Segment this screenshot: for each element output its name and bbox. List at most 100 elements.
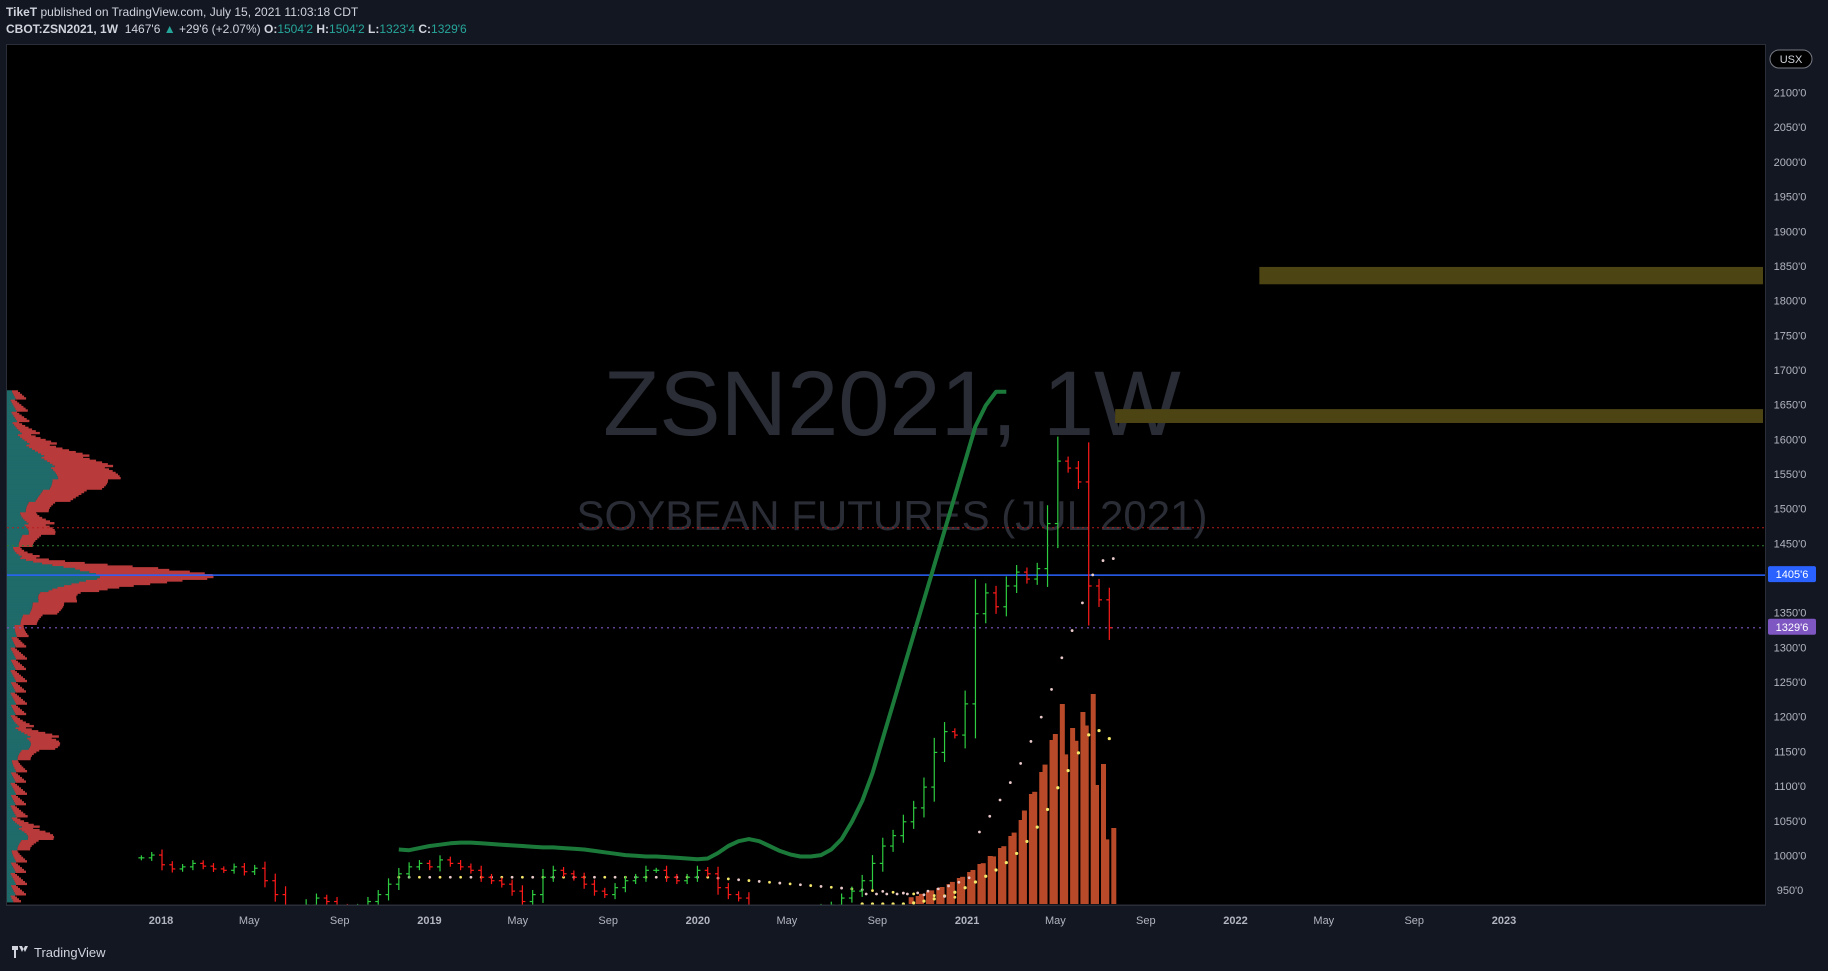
profile-bar-down [11,874,18,877]
profile-bar-up [7,783,12,787]
ohlc-bar [467,863,474,874]
ohlc-bar [138,855,145,861]
profile-bar-up [7,433,18,437]
profile-bar-down [15,645,27,648]
profile-bar-down [16,633,28,636]
profile-bar-up [7,742,31,745]
profile-bar-down [10,804,16,808]
profile-bar-up [7,575,100,579]
price-label-box [1768,566,1816,583]
ohlc-bar [601,887,608,898]
profile-bar-up [7,726,16,730]
profile-bar-down [80,568,170,572]
profile-bar-down [34,449,70,452]
profile-bar-up [7,619,22,622]
ema-path [398,389,1007,862]
profile-bar-down [51,483,106,487]
ohlc-bar [200,860,207,870]
profile-bar-up [7,896,12,899]
profile-bar-down [14,653,24,657]
footer-brand[interactable]: TradingView [34,945,106,960]
time-tick-label: May [1313,915,1334,927]
ohlc-bar [148,851,155,861]
currency-badge[interactable]: USX [1769,49,1813,69]
profile-bar-down [11,683,18,686]
price-chart[interactable]: ZSN2021, 1W SOYBEAN FUTURES (JUL 2021) [7,45,1765,905]
profile-bar-down [11,704,17,707]
profile-bar-down [54,470,113,473]
volume-ma-dot [953,890,957,894]
profile-bar-down [17,419,30,423]
ma-dot [922,893,926,897]
profile-bar-down [28,835,55,839]
profile-bar-up [7,541,20,544]
profile-bar-down [24,830,46,834]
profile-bar-down [50,485,105,489]
profile-bar-down [11,659,17,662]
profile-bar-down [15,768,26,771]
ma-dot [881,890,885,893]
ohlc-bar [612,883,619,900]
profile-bar-down [27,837,54,841]
price-tick-label: 1150'0 [1774,746,1806,758]
profile-bar-up [7,589,49,593]
profile-bar-down [29,745,58,749]
profile-bar-down [28,530,56,534]
profile-bar-up [7,704,12,707]
profile-bar-down [14,778,25,782]
profile-bar-down [31,447,63,450]
price-tick-label: 1250'0 [1774,677,1807,689]
profile-bar-up [7,787,14,790]
symbol-label[interactable]: CBOT:ZSN2021, 1W [6,22,119,36]
watermark: ZSN2021, 1W SOYBEAN FUTURES (JUL 2021) [577,353,1208,539]
profile-bar-up [7,395,15,398]
time-axis[interactable]: 2018 May Sep 2019 May Sep 2020 May Sep 2021 May Sep… [149,915,1516,927]
price-axis[interactable]: 2100'0 2050'0 2000'0 1950'0 1900'0 1850'0 1800… [1774,88,1807,898]
profile-bar-up [7,586,58,589]
profile-bar-up [7,626,15,629]
profile-bar-down [58,476,121,480]
profile-bar-up [7,400,12,404]
high-value: 1504'2 [329,22,365,36]
price-tick-label: 1200'0 [1774,712,1807,724]
profile-bar-down [13,877,21,880]
profile-bar-down [25,558,49,561]
profile-bar-down [97,577,208,580]
chart-area[interactable]: ZSN2021, 1W SOYBEAN FUTURES (JUL 2021) [6,44,1766,906]
profile-bar-up [7,504,27,508]
volume-ma-dot [1097,728,1101,733]
profile-bar-up [7,475,58,478]
profile-bar-down [13,764,22,768]
profile-bar-down [20,511,37,515]
volume-bar [1080,712,1086,904]
profile-bar-down [14,719,23,723]
profile-bar-up [7,737,28,740]
volume-ma-dot [963,886,967,890]
profile-bar-up [7,893,16,896]
price-tick-label: 1700'0 [1774,365,1807,377]
profile-bar-up [7,468,53,471]
currency-label[interactable]: USX [1780,54,1803,66]
profile-bar-down [15,418,27,421]
ma-dot [459,875,463,879]
profile-bar-up [7,839,22,842]
profile-bar-down [13,867,23,870]
profile-bar-up [7,825,22,828]
profile-bar-down [10,782,16,785]
ma-dot [932,894,936,897]
profile-bar-up [7,664,14,667]
volume-bar [970,870,976,904]
profile-bar-up [7,698,15,702]
profile-bar-down [14,868,25,872]
profile-bar-down [10,646,16,650]
profile-bar-up [7,743,31,747]
profile-bar-down [29,738,57,742]
profile-bar-down [36,497,74,501]
author-name[interactable]: TikeT [6,5,38,19]
profile-bar-up [7,456,42,459]
profile-bar-down [14,766,24,769]
ohlc-bar [663,865,670,882]
volume-bar [1073,740,1079,904]
profile-bar-down [15,870,27,873]
volume-ma-dot [891,902,895,905]
